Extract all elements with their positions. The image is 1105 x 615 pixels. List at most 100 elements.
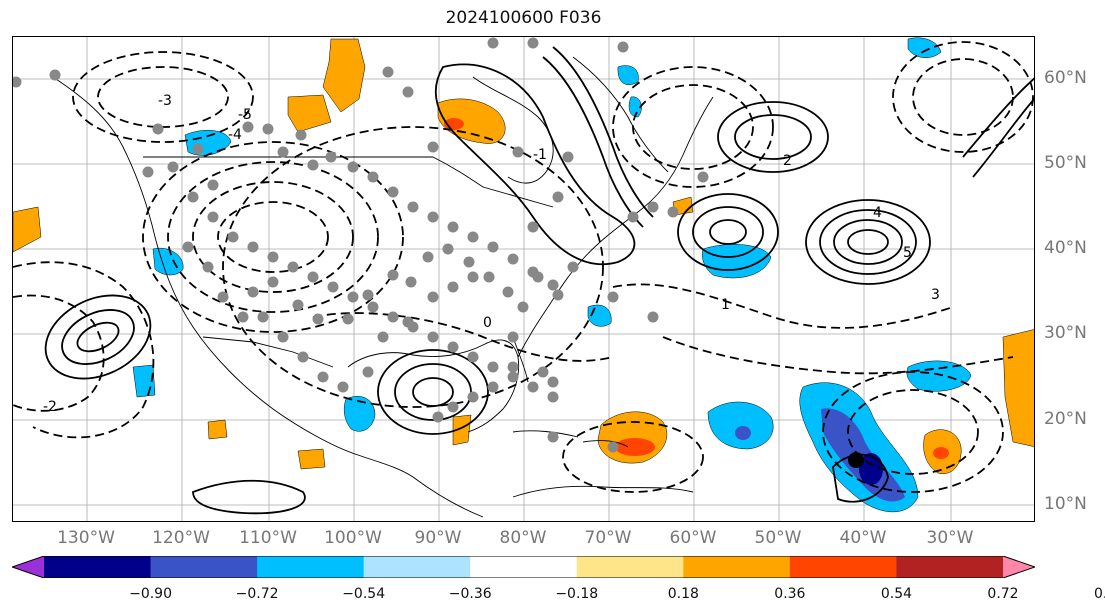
lon-label: 70°W (584, 528, 632, 548)
station-marker (327, 281, 339, 293)
station-marker (407, 201, 419, 213)
colorbar-segment (896, 556, 1004, 578)
contour-label: -3 (158, 93, 172, 109)
contour-positive (44, 294, 152, 380)
station-marker (463, 256, 475, 268)
station-marker (382, 66, 394, 78)
lon-label: 50°W (754, 528, 802, 548)
contour-negative (13, 261, 155, 439)
positive-anomaly-region (287, 94, 332, 133)
station-marker (517, 301, 529, 313)
colorbar-extend-min (12, 556, 44, 578)
station-marker (292, 299, 304, 311)
station-marker (487, 361, 499, 373)
contour-negative (822, 371, 1004, 493)
station-marker (507, 371, 519, 383)
station-marker (647, 201, 659, 213)
negative-anomaly-region (906, 360, 972, 392)
positive-anomaly-region (1002, 329, 1034, 447)
station-marker (347, 161, 359, 173)
station-marker (627, 211, 639, 223)
positive-anomaly-core (933, 447, 949, 459)
map-panel: 5 4 3 2 1 0 -1 -2 -3 -4 -5 (12, 36, 1035, 522)
colorbar-tick-label: 0.18 (667, 586, 699, 602)
station-marker (507, 361, 519, 373)
contour-label: -4 (228, 127, 242, 143)
colorbar-tick-label: −0.90 (129, 586, 172, 602)
station-marker (192, 143, 204, 155)
station-marker (362, 366, 374, 378)
contour-negative (562, 421, 704, 493)
contour-negative (167, 161, 379, 313)
station-marker (307, 271, 319, 283)
positive-anomaly-region (207, 419, 228, 440)
station-marker (427, 211, 439, 223)
station-marker (325, 151, 337, 163)
station-marker (562, 151, 574, 163)
station-marker (567, 261, 579, 273)
contour-negative (217, 201, 329, 273)
lon-label: 40°W (839, 528, 887, 548)
station-marker (337, 381, 349, 393)
station-marker (487, 381, 499, 393)
positive-anomaly-core (615, 438, 655, 456)
station-marker (405, 276, 417, 288)
contour-positive (833, 219, 903, 265)
station-marker (277, 146, 289, 158)
station-marker (387, 311, 399, 323)
negative-anomaly-core (859, 453, 883, 485)
colorbar-segment (44, 556, 152, 578)
station-marker (427, 331, 439, 343)
contour-positive (819, 209, 917, 275)
station-marker (287, 261, 299, 273)
contour-positive (434, 63, 636, 266)
positive-anomaly-region (13, 206, 42, 253)
station-marker (317, 371, 329, 383)
negative-anomaly-region (184, 130, 232, 156)
contour-negative (13, 294, 105, 412)
lon-label: 80°W (499, 528, 547, 548)
lon-label: 110°W (239, 528, 297, 548)
contour-label: 0 (483, 315, 492, 331)
station-marker (367, 301, 379, 313)
colorbar-tick-label: −0.18 (555, 586, 599, 602)
contour-positive (692, 206, 764, 258)
station-marker (377, 331, 389, 343)
contour-negative (847, 389, 979, 475)
contour-positive (394, 363, 472, 421)
station-marker (387, 269, 399, 281)
negative-anomaly-region (907, 37, 942, 58)
station-marker (447, 221, 459, 233)
station-marker (13, 76, 22, 88)
station-marker (527, 381, 539, 393)
us-canada-border (143, 156, 554, 208)
station-marker (507, 331, 519, 343)
station-marker (467, 231, 479, 243)
lat-label: 50°N (1044, 153, 1087, 173)
station-marker (402, 316, 414, 328)
contour-positive (709, 219, 747, 245)
lon-label: 30°W (926, 528, 974, 548)
lat-lon-grid (13, 37, 1034, 521)
south-america-north-coast (512, 485, 694, 498)
station-marker (447, 401, 459, 413)
station-marker (607, 441, 619, 453)
station-marker (422, 251, 434, 263)
contour-negative (72, 51, 254, 143)
colorbar-segment (257, 556, 365, 578)
north-america-east-coast (517, 96, 714, 358)
positive-anomaly-region (452, 414, 472, 446)
contour-label: 3 (931, 287, 940, 303)
station-marker (442, 243, 454, 255)
lon-label: 90°W (414, 528, 462, 548)
station-marker (267, 251, 279, 263)
colorbar-tick-label: −0.36 (448, 586, 492, 602)
contour-negative (192, 181, 354, 293)
station-marker (167, 161, 179, 173)
station-marker (297, 351, 309, 363)
station-marker (467, 351, 479, 363)
us-mexico-border (202, 336, 334, 368)
station-markers (13, 37, 709, 453)
colorbar-segment (576, 556, 684, 578)
station-marker (227, 231, 239, 243)
